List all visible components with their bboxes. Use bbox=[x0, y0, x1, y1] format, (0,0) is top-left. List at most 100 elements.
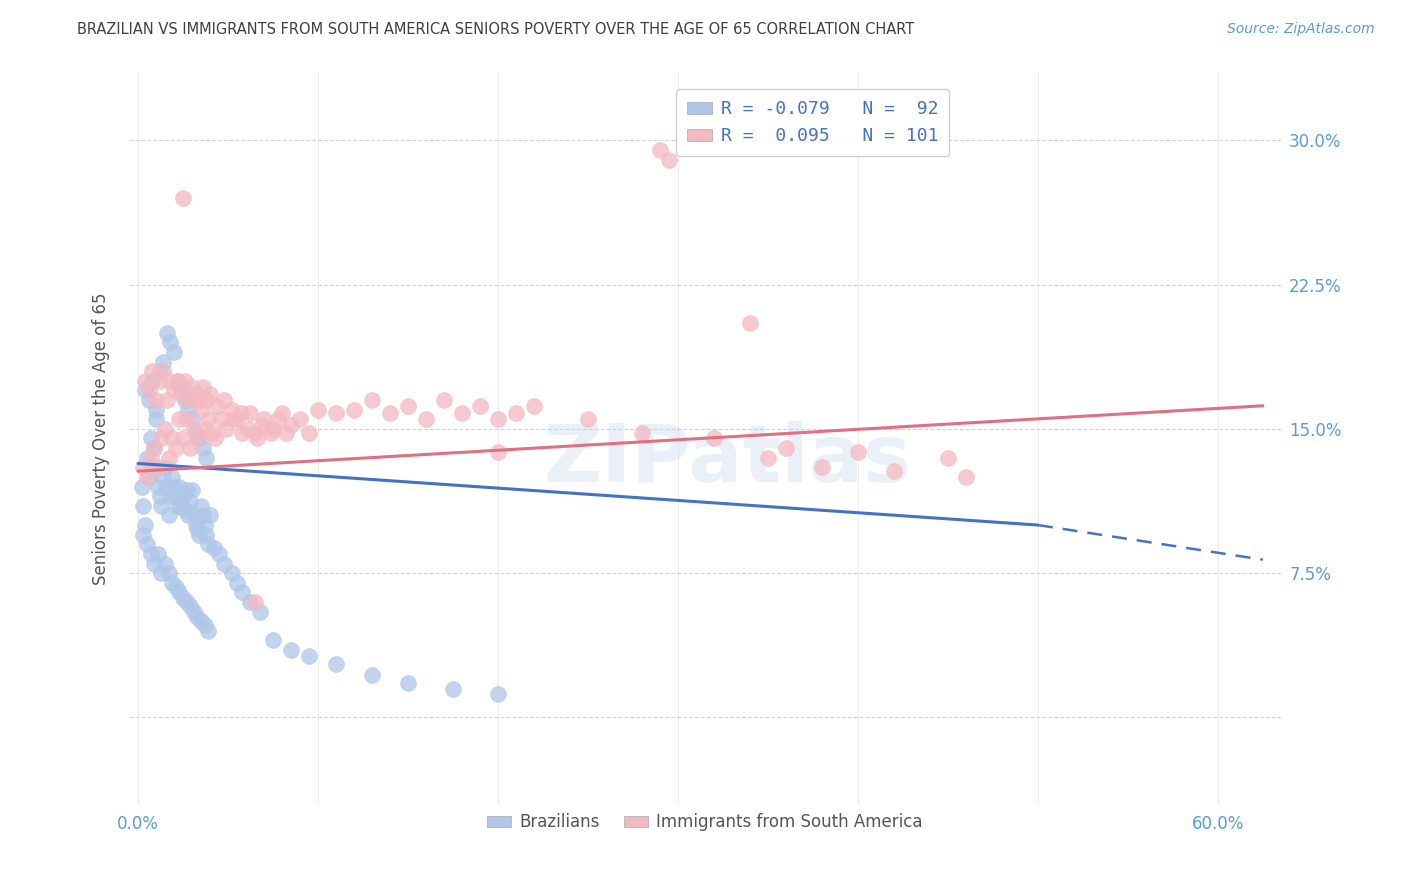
Point bbox=[183, 508, 205, 523]
Point bbox=[274, 425, 297, 440]
Point bbox=[195, 392, 218, 407]
Point bbox=[236, 422, 259, 436]
Point bbox=[157, 566, 180, 581]
Point bbox=[197, 624, 219, 638]
Point bbox=[267, 412, 290, 426]
Point bbox=[186, 522, 208, 536]
Point bbox=[136, 450, 159, 465]
Point bbox=[198, 508, 221, 523]
Point bbox=[298, 425, 321, 440]
Point bbox=[152, 470, 174, 484]
Point bbox=[194, 422, 217, 436]
Point bbox=[143, 441, 166, 455]
Point bbox=[143, 557, 166, 571]
Point bbox=[191, 379, 214, 393]
Point bbox=[271, 407, 294, 421]
Point bbox=[486, 445, 509, 459]
Point bbox=[132, 499, 155, 513]
Point bbox=[172, 591, 194, 606]
Point bbox=[138, 384, 160, 398]
Point bbox=[184, 425, 207, 440]
Point bbox=[811, 460, 834, 475]
Point bbox=[756, 450, 779, 465]
Point bbox=[159, 335, 181, 350]
Point bbox=[523, 399, 546, 413]
Point bbox=[188, 527, 211, 541]
Point bbox=[505, 407, 527, 421]
Point bbox=[184, 387, 207, 401]
Point bbox=[215, 422, 238, 436]
Point bbox=[226, 412, 249, 426]
Point bbox=[149, 489, 172, 503]
Point bbox=[153, 557, 176, 571]
Point bbox=[415, 412, 437, 426]
Point bbox=[208, 547, 231, 561]
Point bbox=[132, 527, 155, 541]
Point bbox=[361, 392, 384, 407]
Point bbox=[143, 441, 166, 455]
Point bbox=[172, 432, 194, 446]
Point bbox=[194, 518, 217, 533]
Point bbox=[145, 412, 167, 426]
Point bbox=[846, 445, 869, 459]
Point bbox=[170, 499, 193, 513]
Point bbox=[280, 643, 302, 657]
Point bbox=[229, 407, 252, 421]
Point bbox=[191, 441, 214, 455]
Point bbox=[169, 479, 191, 493]
Point bbox=[197, 412, 219, 426]
Point bbox=[243, 425, 266, 440]
Point bbox=[165, 489, 187, 503]
Point bbox=[172, 191, 194, 205]
Point bbox=[298, 648, 321, 663]
Point bbox=[162, 575, 184, 590]
Point bbox=[190, 499, 212, 513]
Point bbox=[141, 460, 163, 475]
Point bbox=[197, 537, 219, 551]
Point bbox=[262, 422, 284, 436]
Point bbox=[169, 412, 191, 426]
Point bbox=[468, 399, 491, 413]
Point bbox=[176, 412, 198, 426]
Point bbox=[149, 374, 172, 388]
Point bbox=[207, 399, 229, 413]
Point bbox=[181, 412, 204, 426]
Point bbox=[150, 432, 173, 446]
Point bbox=[177, 508, 200, 523]
Point bbox=[146, 460, 169, 475]
Point bbox=[150, 499, 173, 513]
Point bbox=[141, 374, 163, 388]
Text: BRAZILIAN VS IMMIGRANTS FROM SOUTH AMERICA SENIORS POVERTY OVER THE AGE OF 65 CO: BRAZILIAN VS IMMIGRANTS FROM SOUTH AMERI… bbox=[77, 22, 914, 37]
Point bbox=[441, 681, 464, 696]
Point bbox=[936, 450, 959, 465]
Point bbox=[486, 412, 509, 426]
Text: ZIPatlas: ZIPatlas bbox=[544, 421, 912, 500]
Point bbox=[188, 432, 211, 446]
Point bbox=[378, 407, 401, 421]
Legend: Brazilians, Immigrants from South America: Brazilians, Immigrants from South Americ… bbox=[479, 805, 931, 839]
Point bbox=[325, 407, 347, 421]
Point bbox=[162, 432, 184, 446]
Point bbox=[146, 547, 169, 561]
Point bbox=[179, 599, 201, 613]
Point bbox=[173, 502, 195, 516]
Point bbox=[156, 326, 179, 340]
Point bbox=[186, 610, 208, 624]
Point bbox=[173, 374, 195, 388]
Point bbox=[145, 402, 167, 417]
Point bbox=[157, 508, 180, 523]
Point bbox=[138, 470, 160, 484]
Point bbox=[139, 450, 162, 465]
Point bbox=[152, 364, 174, 378]
Point bbox=[221, 566, 243, 581]
Point bbox=[221, 402, 243, 417]
Point bbox=[202, 541, 225, 555]
Point bbox=[262, 633, 284, 648]
Point bbox=[260, 425, 283, 440]
Point bbox=[486, 687, 509, 701]
Point bbox=[172, 489, 194, 503]
Point bbox=[153, 460, 176, 475]
Point bbox=[163, 479, 186, 493]
Point bbox=[396, 399, 419, 413]
Point bbox=[396, 675, 419, 690]
